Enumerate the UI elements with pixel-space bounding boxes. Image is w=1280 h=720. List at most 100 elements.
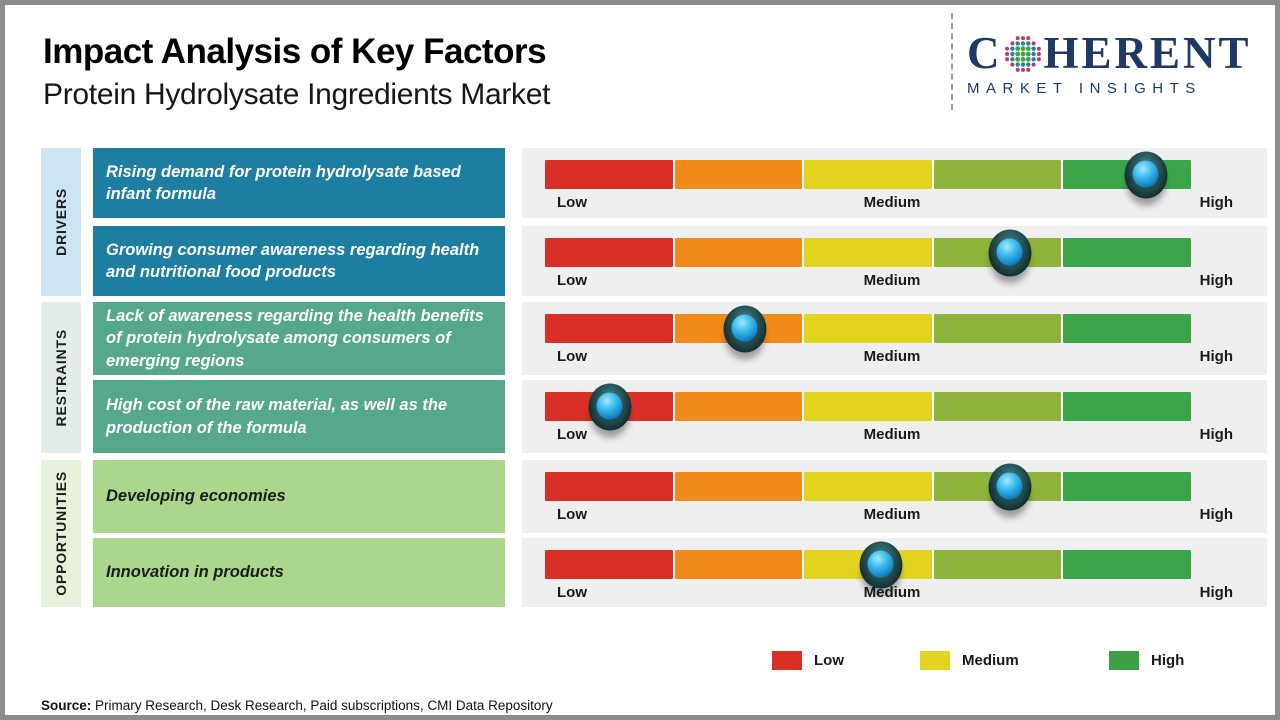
impact-bar bbox=[545, 541, 1191, 588]
logo-tagline: MARKET INSIGHTS bbox=[967, 80, 1202, 97]
scale-label-medium: Medium bbox=[863, 584, 921, 601]
legend-label-medium: Medium bbox=[962, 652, 1019, 669]
scale-label-low: Low bbox=[557, 584, 587, 601]
bar-segment-orange bbox=[674, 392, 803, 421]
legend-swatch-high bbox=[1109, 651, 1139, 670]
impact-bar bbox=[545, 151, 1191, 198]
scale-label-medium: Medium bbox=[863, 348, 921, 365]
factor-text: Growing consumer awareness regarding hea… bbox=[106, 240, 480, 281]
factor-text: Lack of awareness regarding the health b… bbox=[106, 307, 484, 370]
scale-label-medium: Medium bbox=[863, 506, 921, 523]
category-strip-drivers: DRIVERS bbox=[41, 148, 81, 296]
factor-text: Rising demand for protein hydrolysate ba… bbox=[106, 162, 461, 203]
scale-label-high: High bbox=[1199, 272, 1233, 289]
bar-segment-olive bbox=[933, 160, 1062, 189]
impact-bar bbox=[545, 383, 1191, 430]
impact-bar bbox=[545, 305, 1191, 352]
source-line: Source: Primary Research, Desk Research,… bbox=[41, 698, 553, 713]
bar-segment-yellow bbox=[804, 238, 932, 267]
impact-marker bbox=[1124, 151, 1168, 198]
impact-scale: Low Medium High bbox=[522, 226, 1267, 296]
bar-segment-yellow bbox=[804, 472, 932, 501]
legend-swatch-low bbox=[772, 651, 802, 670]
impact-scale: Low Medium High bbox=[522, 460, 1267, 533]
impact-marker bbox=[723, 305, 767, 352]
factor-text: Innovation in products bbox=[106, 563, 284, 582]
impact-row: High cost of the raw material, as well a… bbox=[5, 380, 1275, 453]
bar-segment-green bbox=[1063, 314, 1191, 343]
bar-segment-olive bbox=[933, 392, 1062, 421]
factor-box: Lack of awareness regarding the health b… bbox=[93, 302, 505, 375]
legend-item-high: High bbox=[1109, 651, 1184, 670]
scale-label-medium: Medium bbox=[863, 194, 921, 211]
bar-segment-red bbox=[545, 472, 673, 501]
impact-row: Innovation in products Low Medium High bbox=[5, 538, 1275, 607]
impact-row: Lack of awareness regarding the health b… bbox=[5, 302, 1275, 375]
category-strip-opportunities: OPPORTUNITIES bbox=[41, 460, 81, 607]
legend-label-high: High bbox=[1151, 652, 1185, 669]
legend-item-low: Low bbox=[772, 651, 844, 670]
logo-wordmark: C bbox=[967, 31, 1252, 76]
title-block: Impact Analysis of Key Factors Protein H… bbox=[43, 32, 551, 111]
scale-label-high: High bbox=[1199, 426, 1233, 443]
impact-bar bbox=[545, 463, 1191, 510]
bar-segment-red bbox=[545, 314, 673, 343]
scale-label-high: High bbox=[1199, 506, 1233, 523]
bar-segment-yellow bbox=[804, 392, 932, 421]
source-label: Source: bbox=[41, 698, 92, 713]
factor-box: High cost of the raw material, as well a… bbox=[93, 380, 505, 453]
bar-segment-yellow bbox=[804, 160, 932, 189]
impact-scale: Low Medium High bbox=[522, 380, 1267, 453]
coherent-logo: C bbox=[967, 31, 1252, 98]
factor-text: Developing economies bbox=[106, 487, 286, 506]
impact-scale: Low Medium High bbox=[522, 148, 1267, 218]
bar-segment-red bbox=[545, 550, 673, 579]
bar-segment-orange bbox=[674, 160, 803, 189]
scale-label-low: Low bbox=[557, 506, 587, 523]
bar-segment-green bbox=[1063, 392, 1191, 421]
legend-item-medium: Medium bbox=[920, 651, 1019, 670]
impact-row: Rising demand for protein hydrolysate ba… bbox=[5, 148, 1275, 218]
bar-segment-olive bbox=[933, 314, 1062, 343]
scale-label-high: High bbox=[1199, 348, 1233, 365]
legend-swatch-medium bbox=[920, 651, 950, 670]
bar-segment-green bbox=[1063, 550, 1191, 579]
impact-marker bbox=[588, 383, 632, 430]
impact-marker bbox=[859, 541, 903, 588]
bar-segment-yellow bbox=[804, 314, 932, 343]
scale-label-medium: Medium bbox=[863, 426, 921, 443]
logo-letter-c: C bbox=[967, 28, 1003, 78]
impact-scale: Low Medium High bbox=[522, 302, 1267, 375]
bar-segment-orange bbox=[674, 550, 803, 579]
page-title: Impact Analysis of Key Factors bbox=[43, 32, 547, 71]
scale-label-low: Low bbox=[557, 348, 587, 365]
factor-box: Growing consumer awareness regarding hea… bbox=[93, 226, 505, 296]
logo-letters-herent: HERENT bbox=[1043, 28, 1252, 78]
bar-segment-green bbox=[1063, 472, 1191, 501]
factor-box: Rising demand for protein hydrolysate ba… bbox=[93, 148, 505, 218]
page-subtitle: Protein Hydrolysate Ingredients Market bbox=[43, 77, 551, 111]
bar-segment-orange bbox=[674, 238, 803, 267]
bar-segment-red bbox=[545, 238, 673, 267]
impact-marker bbox=[988, 463, 1032, 510]
bar-segment-green bbox=[1063, 238, 1191, 267]
category-strip-restraints: RESTRAINTS bbox=[41, 302, 81, 453]
impact-row: Growing consumer awareness regarding hea… bbox=[5, 226, 1275, 296]
impact-row: Developing economies Low Medium High bbox=[5, 460, 1275, 533]
impact-bar bbox=[545, 229, 1191, 276]
bar-segment-red bbox=[545, 160, 673, 189]
factor-box: Innovation in products bbox=[93, 538, 505, 607]
scale-label-high: High bbox=[1199, 194, 1233, 211]
bar-segment-olive bbox=[933, 550, 1062, 579]
scale-label-low: Low bbox=[557, 194, 587, 211]
legend-label-low: Low bbox=[814, 652, 844, 669]
scale-label-medium: Medium bbox=[863, 272, 921, 289]
source-text: Primary Research, Desk Research, Paid su… bbox=[91, 698, 553, 713]
factor-box: Developing economies bbox=[93, 460, 505, 533]
bar-segment-orange bbox=[674, 472, 803, 501]
logo-divider bbox=[951, 13, 953, 110]
scale-label-high: High bbox=[1199, 584, 1233, 601]
scale-label-low: Low bbox=[557, 426, 587, 443]
factor-text: High cost of the raw material, as well a… bbox=[106, 396, 448, 437]
